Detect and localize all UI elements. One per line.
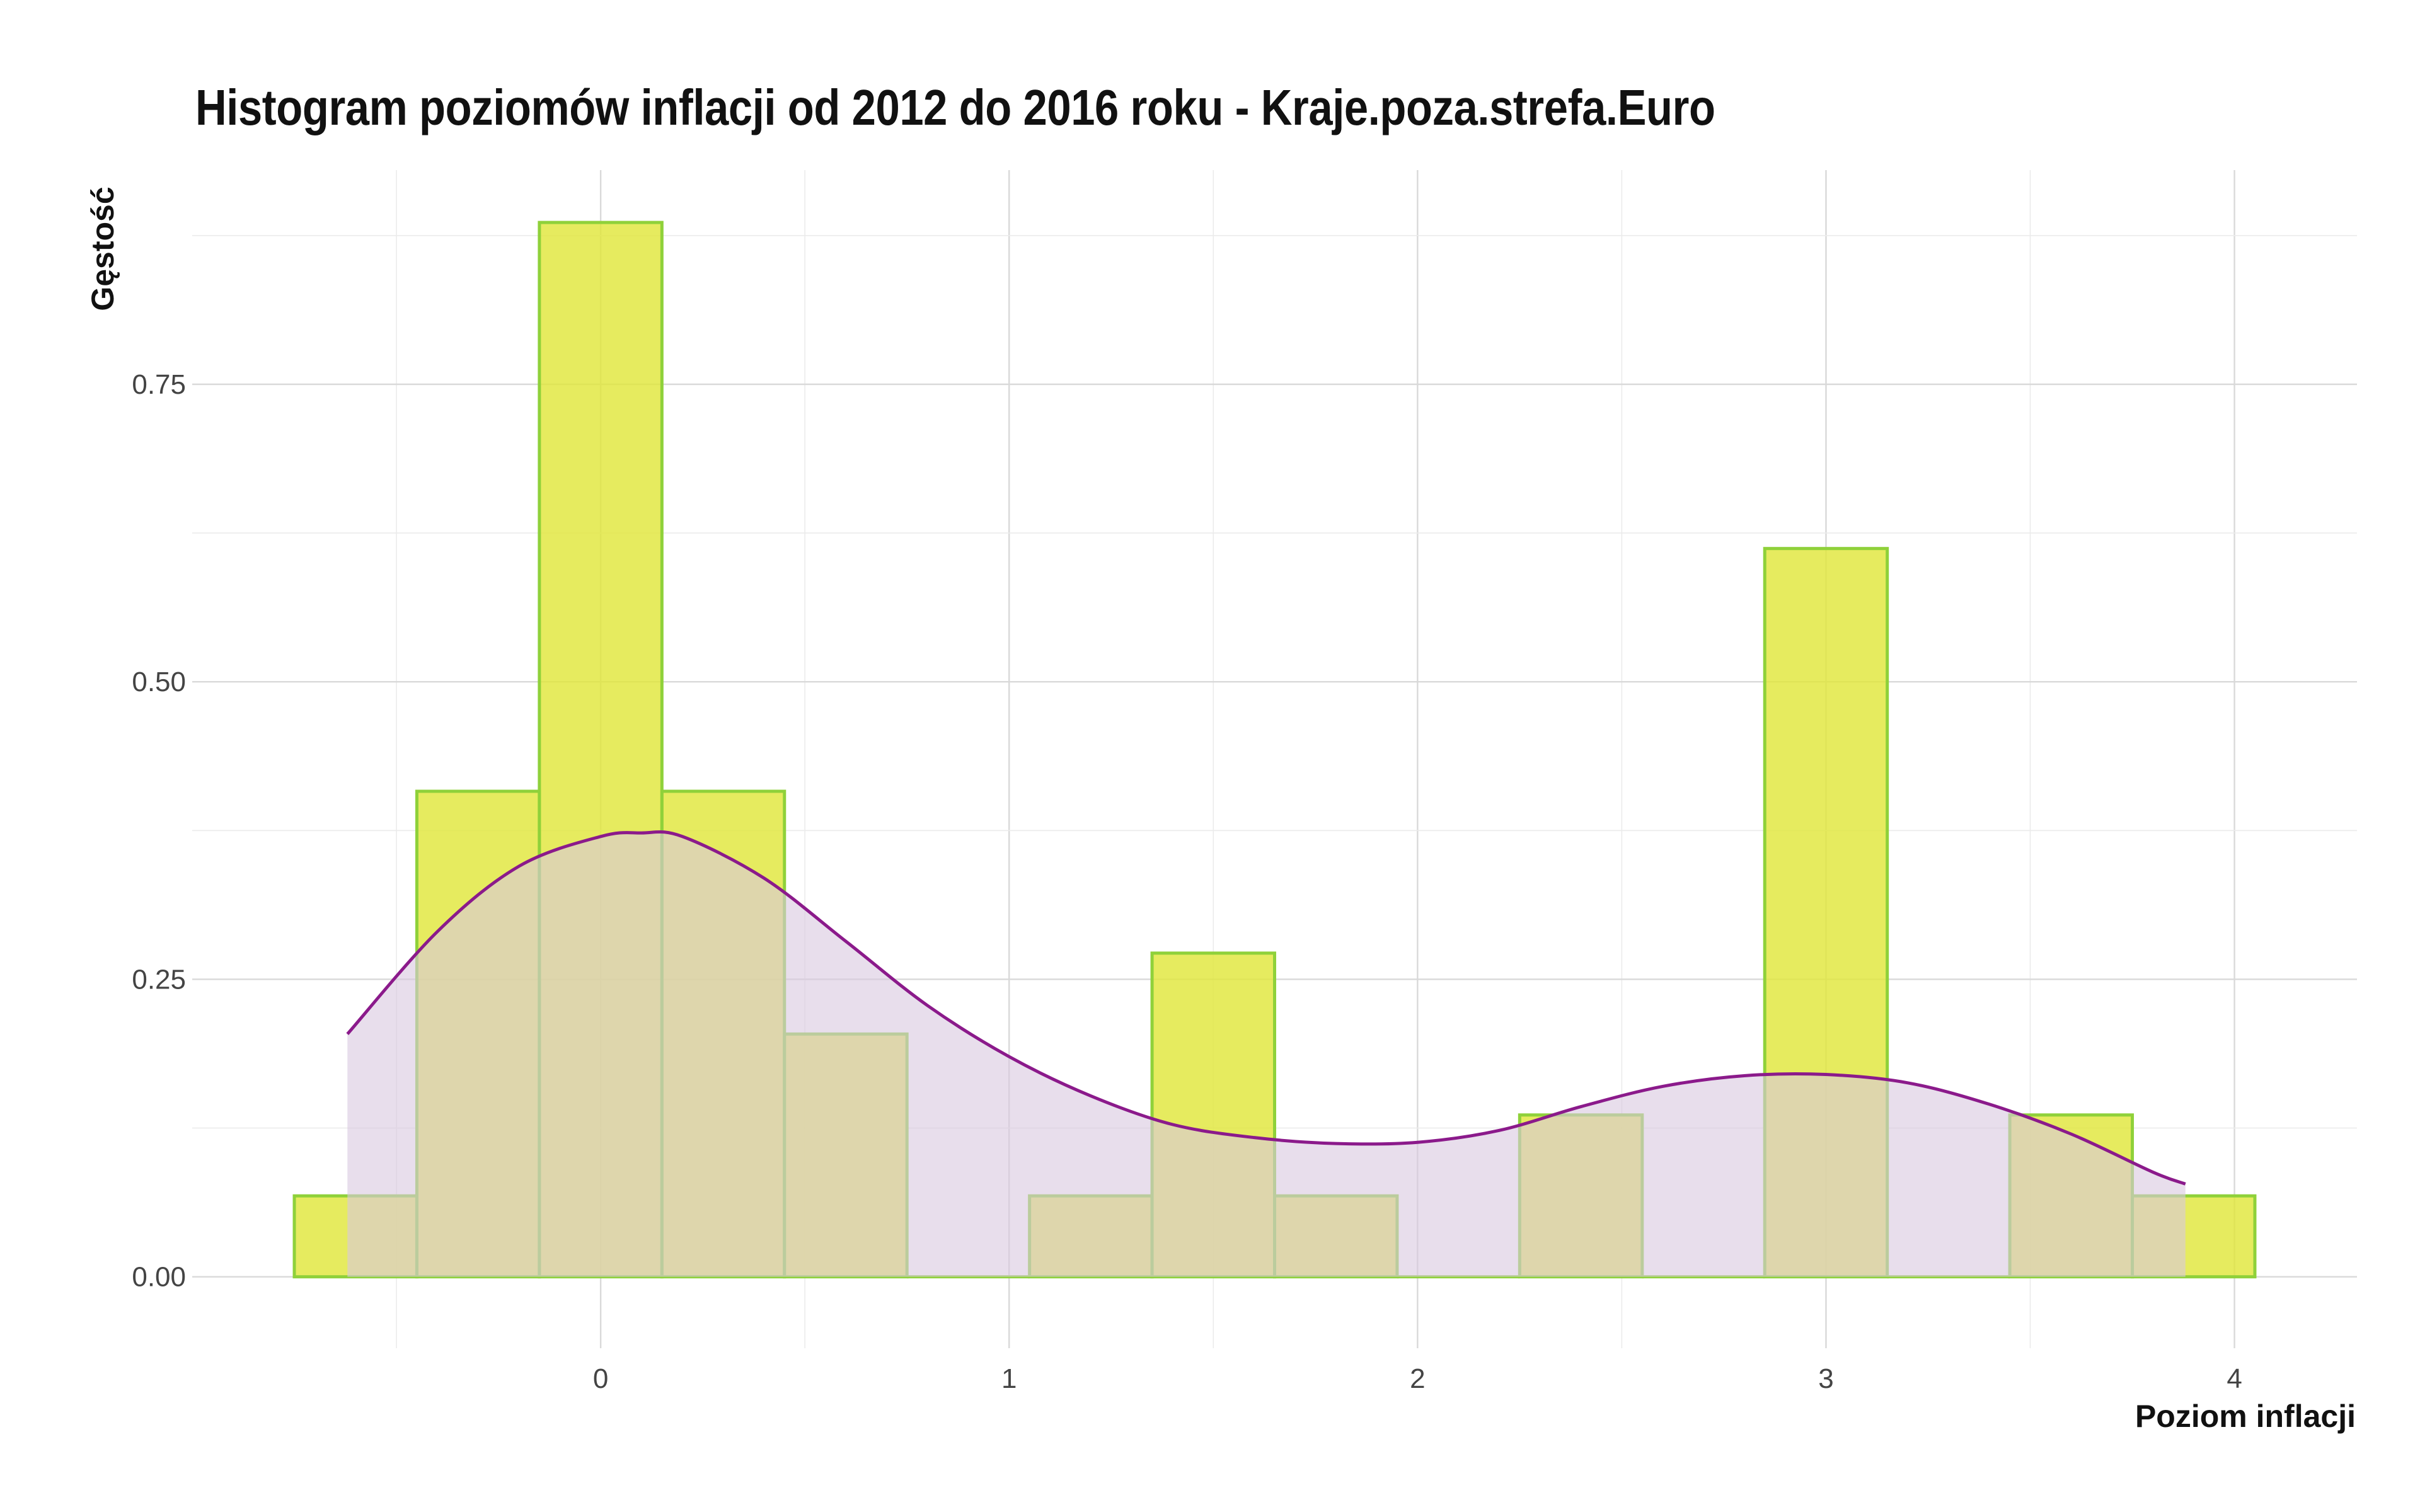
x-tick-label: 3	[1818, 1363, 1833, 1394]
chart-title: Histogram poziomów inflacji od 2012 do 2…	[195, 79, 1715, 135]
y-tick-label: 0.50	[132, 667, 186, 697]
y-axis-title: Gęstość	[85, 186, 120, 311]
y-tick-label: 0.75	[132, 369, 186, 400]
x-tick-label: 4	[2227, 1363, 2242, 1394]
density-curve-line	[346, 830, 2186, 1186]
y-tick-label: 0.00	[132, 1262, 186, 1293]
x-tick-label: 2	[1410, 1363, 1425, 1394]
x-tick-label: 1	[1001, 1363, 1017, 1394]
density-area	[347, 832, 2186, 1277]
density-curve-layer	[346, 830, 2186, 1277]
axis-tick-labels: 0 1 2 3 4 0.00 0.25 0.50 0.75	[132, 369, 2242, 1394]
y-tick-label: 0.25	[132, 964, 186, 995]
x-axis-title: Poziom inflacji	[2135, 1399, 2356, 1434]
x-tick-label: 0	[593, 1363, 608, 1394]
